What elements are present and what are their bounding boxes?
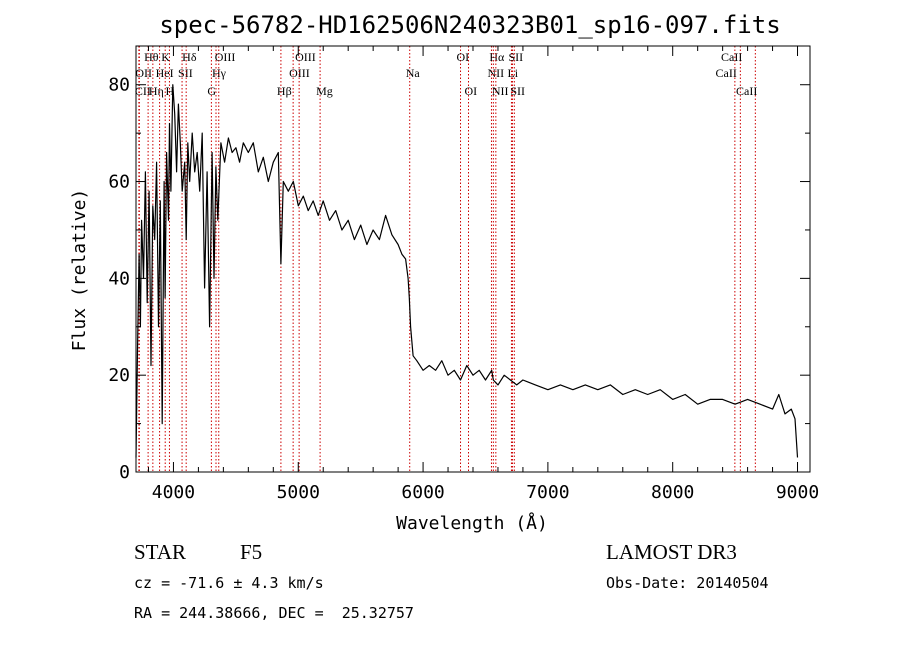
line-marker-label: SII [178,66,193,80]
y-tick-label: 60 [108,172,130,193]
line-marker-label: NII [492,84,509,98]
line-marker-label: OIII [295,50,316,64]
line-marker-label: CII [135,84,151,98]
spectral-line-markers: CII OII Hθ Hη HeI K H SII Hδ G Hγ OIII Hβ OIII OIII Mg N… [135,46,757,472]
object-class: STAR [134,540,186,564]
x-tick-label: 6000 [401,482,444,503]
observation-date: Obs-Date: 20140504 [606,574,769,592]
line-marker-label: Hα [489,50,505,64]
line-marker-label: Li [507,66,518,80]
spectrum-series [135,84,799,458]
x-tick-label: 8000 [651,482,694,503]
chart-title: spec-56782-HD162506N240323B01_sp16-097.f… [159,11,780,39]
plot-frame [135,45,811,473]
sky-coordinates: RA = 244.38666, DEC = 25.32757 [134,604,414,622]
x-tick-label: 5000 [277,482,320,503]
line-marker-label: CaII [716,66,737,80]
survey-name: LAMOST DR3 [606,540,737,564]
y-tick-label: 20 [108,365,130,386]
line-marker-label: SII [510,84,525,98]
line-marker-label: Hβ [277,84,292,98]
line-marker-label: NII [487,66,504,80]
y-tick-label: 80 [108,75,130,96]
line-marker-label: Hη [149,84,164,98]
line-marker-label: CaII [736,84,757,98]
line-marker-label: OI [465,84,478,98]
object-subclass: F5 [240,540,263,564]
line-marker-label: Hθ [144,50,159,64]
x-tick-label: 4000 [152,482,195,503]
line-marker-label: OIII [289,66,310,80]
spectrum-line [135,84,799,458]
y-tick-label: 0 [119,462,130,483]
line-marker-label: K [161,50,170,64]
line-marker-label: OII [135,66,152,80]
line-marker-label: OI [457,50,470,64]
y-axis-label: Flux (relative) [69,189,90,352]
axes: 4000 5000 6000 7000 8000 9000 0 20 40 60 80 [108,46,819,503]
y-tick-label: 40 [108,268,130,289]
x-tick-label: 7000 [526,482,569,503]
redshift-value: cz = -71.6 ± 4.3 km/s [134,574,324,592]
line-marker-label: Na [406,66,421,80]
line-marker-label: Hγ [212,66,227,80]
x-axis-label: Wavelength (Å) [396,512,548,534]
x-tick-label: 9000 [776,482,819,503]
line-marker-label: SII [508,50,523,64]
line-marker-label: CaII [721,50,742,64]
line-marker-label: H [165,84,174,98]
line-marker-label: Mg [316,84,333,98]
line-marker-label: Hδ [182,50,197,64]
line-marker-label: HeI [156,66,174,80]
line-marker-label: OIII [215,50,236,64]
line-marker-label: G [207,84,216,98]
